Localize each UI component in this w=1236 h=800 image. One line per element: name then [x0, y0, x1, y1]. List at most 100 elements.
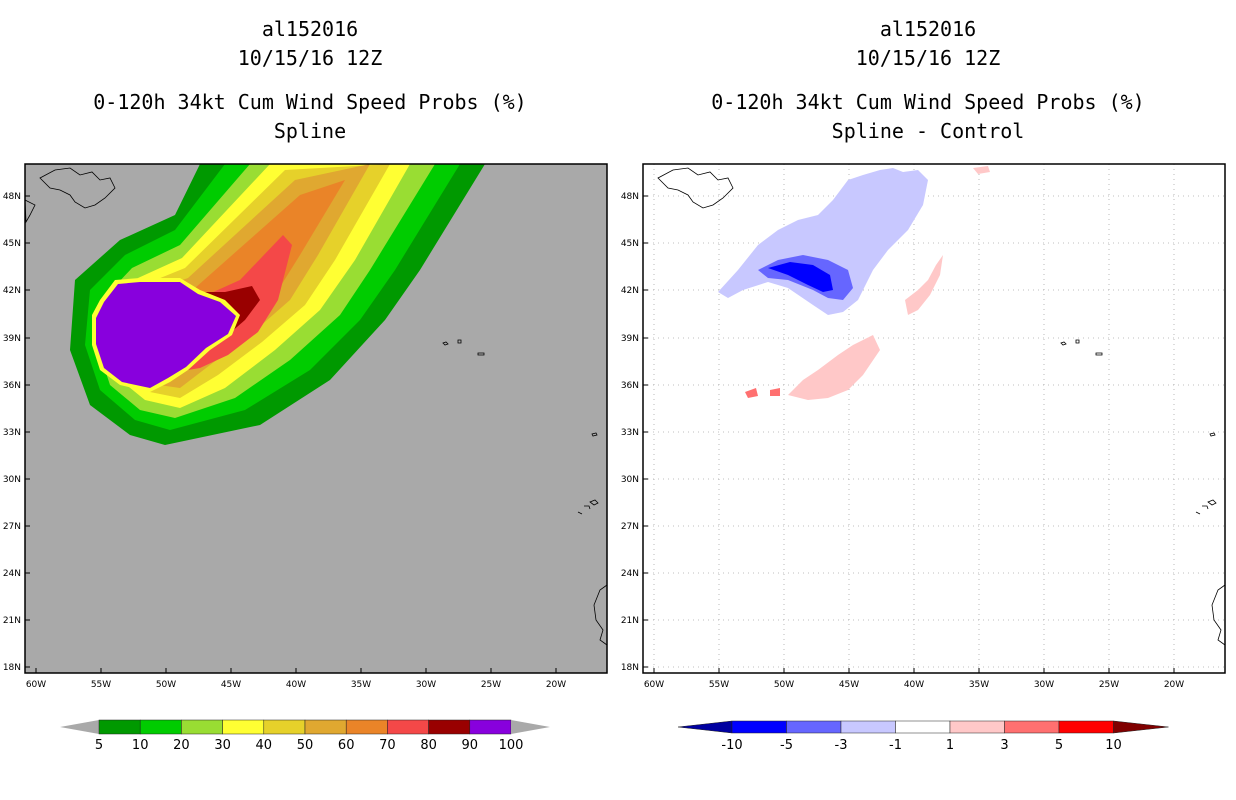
- lat-label: 21N: [621, 616, 639, 626]
- colorbar-label: 1: [946, 738, 954, 753]
- colorbar-label: -3: [835, 738, 848, 753]
- colorbar-swatch: [731, 720, 787, 734]
- lat-label: 27N: [621, 522, 639, 532]
- colorbar-label: 30: [214, 738, 231, 753]
- lat-label: 36N: [621, 381, 639, 391]
- colorbar-label: 60: [338, 738, 355, 753]
- diff-pos-1-south: [788, 335, 880, 400]
- colorbar-label: 20: [173, 738, 190, 753]
- lat-label: 42N: [621, 286, 639, 296]
- diff-pos-1-small: [973, 166, 990, 174]
- colorbar-swatch: [1004, 720, 1060, 734]
- colorbar-label: 3: [1000, 738, 1008, 753]
- left-map-frame: [24, 163, 608, 674]
- colorbar-swatch: [181, 719, 223, 735]
- colorbar-label: 5: [95, 738, 103, 753]
- right-date: 10/15/16 12Z: [855, 46, 1001, 70]
- left-lat-labels: 48N 45N 42N 39N 36N 33N 30N 27N 24N 21N 18N: [3, 192, 30, 673]
- prob-band-100: [96, 282, 236, 388]
- colorbar-swatch: [345, 719, 388, 735]
- left-colorbar-boxes: [98, 719, 512, 735]
- azores-island-2: [457, 339, 462, 344]
- lat-label: 45N: [621, 239, 639, 249]
- colorbar-label: 100: [499, 738, 524, 753]
- lat-label: 45N: [3, 239, 21, 249]
- right-variant-title: Spline - Control: [831, 119, 1025, 143]
- azores-island-1: [1060, 341, 1067, 346]
- left-variant-title: Spline: [273, 119, 347, 143]
- left-map: 48N 45N 42N 39N 36N 33N 30N 27N 24N 21N 18N 60W 55W…: [3, 163, 608, 690]
- lon-label: 30W: [416, 680, 436, 690]
- lon-label: 40W: [904, 680, 924, 690]
- right-colorbar: -10 -5 -3 -1 1 3 5 10: [677, 720, 1169, 753]
- lat-label: 21N: [3, 616, 21, 626]
- colorbar-swatch: [139, 719, 182, 735]
- left-storm-id: al152016: [261, 17, 359, 41]
- lat-label: 18N: [621, 663, 639, 673]
- lat-label: 48N: [3, 192, 21, 202]
- newfoundland-coast: [657, 167, 734, 209]
- lat-label: 18N: [3, 663, 21, 673]
- colorbar-label: -1: [889, 738, 902, 753]
- madeira-island: [591, 432, 598, 437]
- right-lon-labels: 60W 55W 50W 45W 40W 35W 30W 25W 20W: [644, 668, 1184, 690]
- diff-pos-1-north: [905, 255, 943, 315]
- lon-label: 45W: [839, 680, 859, 690]
- right-colorbar-boxes: [677, 720, 1169, 734]
- lon-label: 35W: [969, 680, 989, 690]
- right-map-background: [643, 164, 1225, 673]
- lat-label: 24N: [3, 569, 21, 579]
- left-colorbar-labels: 5 10 20 30 40 50 60 70 80 90 100: [95, 738, 524, 753]
- madeira-island: [1209, 432, 1216, 437]
- diff-neg-5-region: [768, 262, 833, 292]
- lon-label: 55W: [709, 680, 729, 690]
- azores-island-3: [477, 352, 485, 356]
- right-map: 48N 45N 42N 39N 36N 33N 30N 27N 24N 21N 18N 60W 55W…: [621, 163, 1226, 690]
- colorbar-swatch: [98, 719, 141, 735]
- colorbar-swatch: [895, 720, 951, 734]
- lat-label: 48N: [621, 192, 639, 202]
- lon-label: 25W: [1099, 680, 1119, 690]
- colorbar-label: -5: [780, 738, 793, 753]
- lon-label: 35W: [351, 680, 371, 690]
- africa-coast: [1211, 584, 1226, 646]
- colorbar-high-arrow: [1113, 720, 1169, 734]
- colorbar-label: 40: [256, 738, 273, 753]
- colorbar-label: 50: [297, 738, 314, 753]
- right-lat-labels: 48N 45N 42N 39N 36N 33N 30N 27N 24N 21N 18N: [621, 192, 648, 673]
- colorbar-label: 10: [132, 738, 149, 753]
- colorbar-swatch: [469, 719, 512, 735]
- right-map-frame: [642, 163, 1226, 674]
- right-colorbar-labels: -10 -5 -3 -1 1 3 5 10: [721, 738, 1121, 753]
- lon-label: 20W: [1164, 680, 1184, 690]
- left-colorbar-high-arrow: [511, 720, 550, 734]
- azores-island-2: [1075, 339, 1080, 344]
- colorbar-swatch: [840, 720, 896, 734]
- colorbar-swatch: [949, 720, 1005, 734]
- azores-island-3: [1095, 352, 1103, 356]
- colorbar-label: 5: [1055, 738, 1063, 753]
- left-lon-labels: 60W 55W 50W 45W 40W 35W 30W 25W 20W: [26, 668, 566, 690]
- colorbar-swatch: [304, 719, 347, 735]
- colorbar-swatch: [222, 719, 265, 735]
- azores-island-1: [442, 341, 449, 346]
- africa-coast: [593, 584, 608, 646]
- right-storm-id: al152016: [879, 17, 977, 41]
- colorbar-swatch: [263, 719, 306, 735]
- lon-label: 45W: [221, 680, 241, 690]
- lon-label: 55W: [91, 680, 111, 690]
- lat-label: 24N: [621, 569, 639, 579]
- lat-label: 33N: [621, 428, 639, 438]
- colorbar-low-arrow: [677, 720, 733, 734]
- right-difference-field: [718, 166, 990, 400]
- colorbar-label: 90: [462, 738, 479, 753]
- left-colorbar-low-arrow: [60, 720, 99, 734]
- colorbar-swatch: [428, 719, 471, 735]
- lat-label: 39N: [3, 334, 21, 344]
- lon-label: 40W: [286, 680, 306, 690]
- lat-label: 33N: [3, 428, 21, 438]
- left-probability-field: [70, 164, 485, 445]
- right-gridlines: [643, 164, 1225, 673]
- colorbar-label: 10: [1105, 738, 1122, 753]
- colorbar-label: 70: [379, 738, 396, 753]
